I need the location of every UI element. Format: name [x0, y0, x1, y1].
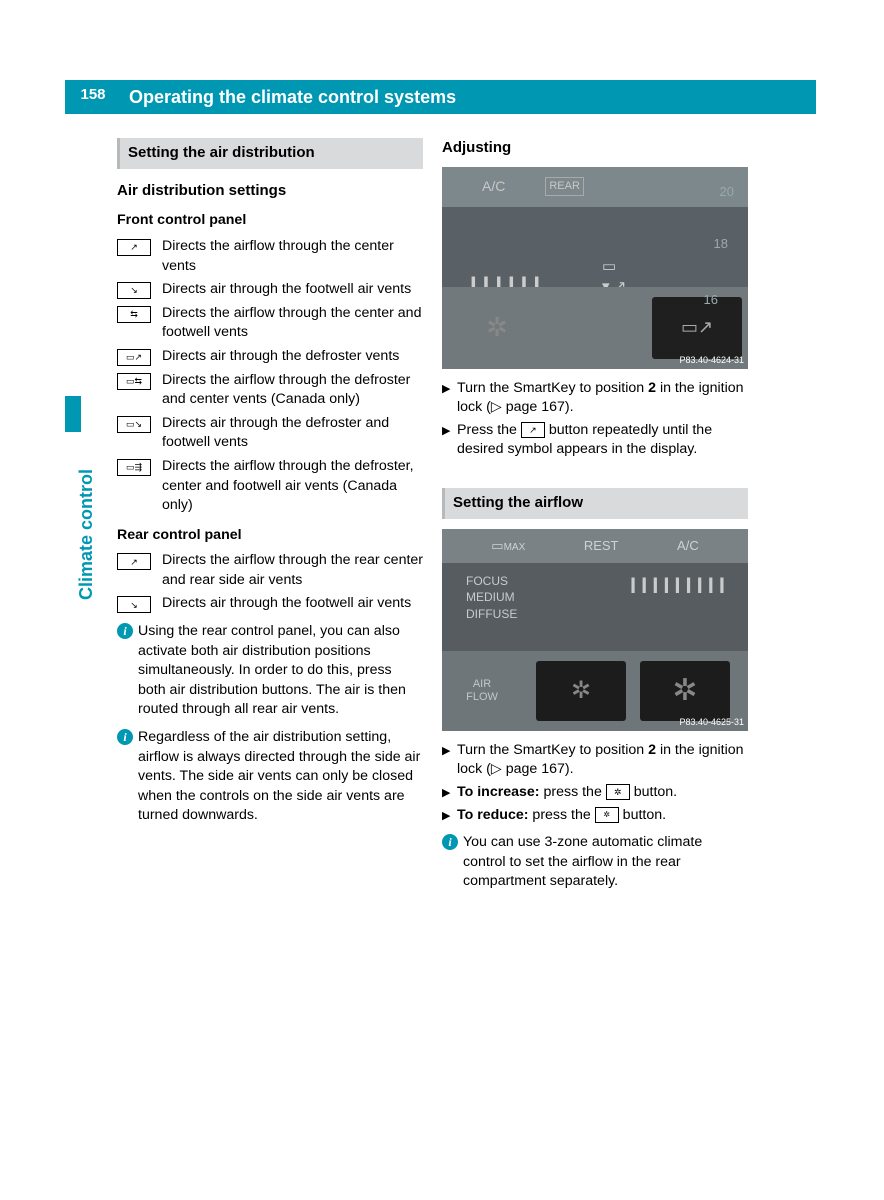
step-item: ▶ Press the ↗ button repeatedly until th… — [442, 421, 748, 460]
right-column: Adjusting A/C REAR IIIIII ▭▾ ↗ ✲ ▭↗ 20 1… — [442, 138, 748, 892]
fan-small-icon: ✲ — [595, 807, 619, 823]
list-item: ▭↘ Directs air through the defroster and… — [117, 414, 423, 453]
panel-title: Rear control panel — [117, 526, 423, 546]
vent-defroster-footwell-icon: ▭↘ — [117, 416, 151, 433]
vent-rear-center-icon: ↗ — [117, 553, 151, 570]
list-item: ▭⇶ Directs the airflow through the defro… — [117, 457, 423, 516]
info-icon: i — [117, 729, 133, 745]
step-item: ▶ To increase: press the ✲ button. — [442, 783, 748, 803]
item-text: Directs the airflow through the rear cen… — [162, 551, 423, 590]
item-text: Directs the airflow through the defroste… — [162, 371, 423, 410]
info-icon: i — [117, 623, 133, 639]
fan-large-icon: ✲ — [606, 784, 630, 800]
ac-label: A/C — [482, 177, 505, 196]
info-icon: i — [442, 834, 458, 850]
list-item: ↘ Directs air through the footwell air v… — [117, 280, 423, 300]
panel-title: Front control panel — [117, 211, 423, 231]
rear-label: REAR — [545, 177, 584, 196]
step-text: To reduce: press the ✲ button. — [457, 806, 748, 826]
info-note: i You can use 3-zone automatic climate c… — [442, 833, 748, 892]
vent-rear-footwell-icon: ↘ — [117, 596, 151, 613]
photo-caption: P83.40-4624-31 — [679, 354, 744, 366]
vent-footwell-icon: ↘ — [117, 282, 151, 299]
left-column: Setting the air distribution Air distrib… — [117, 138, 423, 826]
list-item: ▭⇆ Directs the airflow through the defro… — [117, 371, 423, 410]
diffuse-label: DIFFUSE — [466, 606, 724, 623]
subheading: Air distribution settings — [117, 181, 423, 202]
info-note: i Using the rear control panel, you can … — [117, 622, 423, 720]
item-text: Directs air through the defroster vents — [162, 347, 423, 367]
info-text: You can use 3-zone automatic climate con… — [463, 833, 748, 892]
step-marker-icon: ▶ — [442, 786, 452, 801]
fan-decrease-button: ✲ — [536, 661, 626, 721]
step-marker-icon: ▶ — [442, 744, 452, 759]
photo-caption: P83.40-4625-31 — [679, 716, 744, 728]
list-item: ⇆ Directs the airflow through the center… — [117, 304, 423, 343]
fan-increase-button: ✲ — [640, 661, 730, 721]
header-title: Operating the climate control systems — [121, 87, 456, 108]
step-marker-icon: ▶ — [442, 382, 452, 397]
side-label: Climate control — [76, 469, 97, 600]
item-text: Directs air through the footwell air ven… — [162, 594, 423, 614]
step-text: Turn the SmartKey to position 2 in the i… — [457, 741, 748, 780]
rest-label: REST — [584, 537, 619, 555]
info-note: i Regardless of the air distribution set… — [117, 728, 423, 826]
ac-label: A/C — [677, 537, 699, 555]
step-item: ▶ Turn the SmartKey to position 2 in the… — [442, 741, 748, 780]
list-item: ▭↗ Directs air through the defroster ven… — [117, 347, 423, 367]
display-bars-icon: IIIIIIIII — [630, 571, 730, 601]
vent-center-footwell-icon: ⇆ — [117, 306, 151, 323]
info-text: Regardless of the air distribution setti… — [138, 728, 423, 826]
item-text: Directs air through the defroster and fo… — [162, 414, 423, 453]
item-text: Directs the airflow through the center v… — [162, 237, 423, 276]
vent-button-icon: ↗ — [521, 422, 545, 438]
list-item: ↗ Directs the airflow through the center… — [117, 237, 423, 276]
page-number: 158 — [65, 80, 121, 114]
adjusting-title: Adjusting — [442, 138, 748, 159]
info-text: Using the rear control panel, you can al… — [138, 622, 423, 720]
climate-panel-photo-1: A/C REAR IIIIII ▭▾ ↗ ✲ ▭↗ 20 18 16 P83.4… — [442, 167, 748, 369]
max-label: ▭MAX — [491, 537, 525, 555]
step-text: To increase: press the ✲ button. — [457, 783, 748, 803]
list-item: ↗ Directs the airflow through the rear c… — [117, 551, 423, 590]
vent-defroster-center-icon: ▭⇆ — [117, 373, 151, 390]
step-marker-icon: ▶ — [442, 809, 452, 824]
step-item: ▶ Turn the SmartKey to position 2 in the… — [442, 379, 748, 418]
vent-all-icon: ▭⇶ — [117, 459, 151, 476]
climate-panel-photo-2: ▭MAX REST A/C FOCUS MEDIUM DIFFUSE IIIII… — [442, 529, 748, 731]
side-tab — [65, 396, 81, 432]
item-text: Directs the airflow through the center a… — [162, 304, 423, 343]
step-marker-icon: ▶ — [442, 424, 452, 439]
section-title: Setting the airflow — [442, 488, 748, 519]
step-text: Turn the SmartKey to position 2 in the i… — [457, 379, 748, 418]
air-flow-label: AIRFLOW — [442, 678, 522, 704]
step-text: Press the ↗ button repeatedly until the … — [457, 421, 748, 460]
list-item: ↘ Directs air through the footwell air v… — [117, 594, 423, 614]
section-title: Setting the air distribution — [117, 138, 423, 169]
page-header: 158 Operating the climate control system… — [65, 80, 816, 114]
vent-center-icon: ↗ — [117, 239, 151, 256]
step-item: ▶ To reduce: press the ✲ button. — [442, 806, 748, 826]
item-text: Directs air through the footwell air ven… — [162, 280, 423, 300]
vent-defroster-icon: ▭↗ — [117, 349, 151, 366]
fan-icon: ✲ — [452, 297, 542, 359]
item-text: Directs the airflow through the defroste… — [162, 457, 423, 516]
